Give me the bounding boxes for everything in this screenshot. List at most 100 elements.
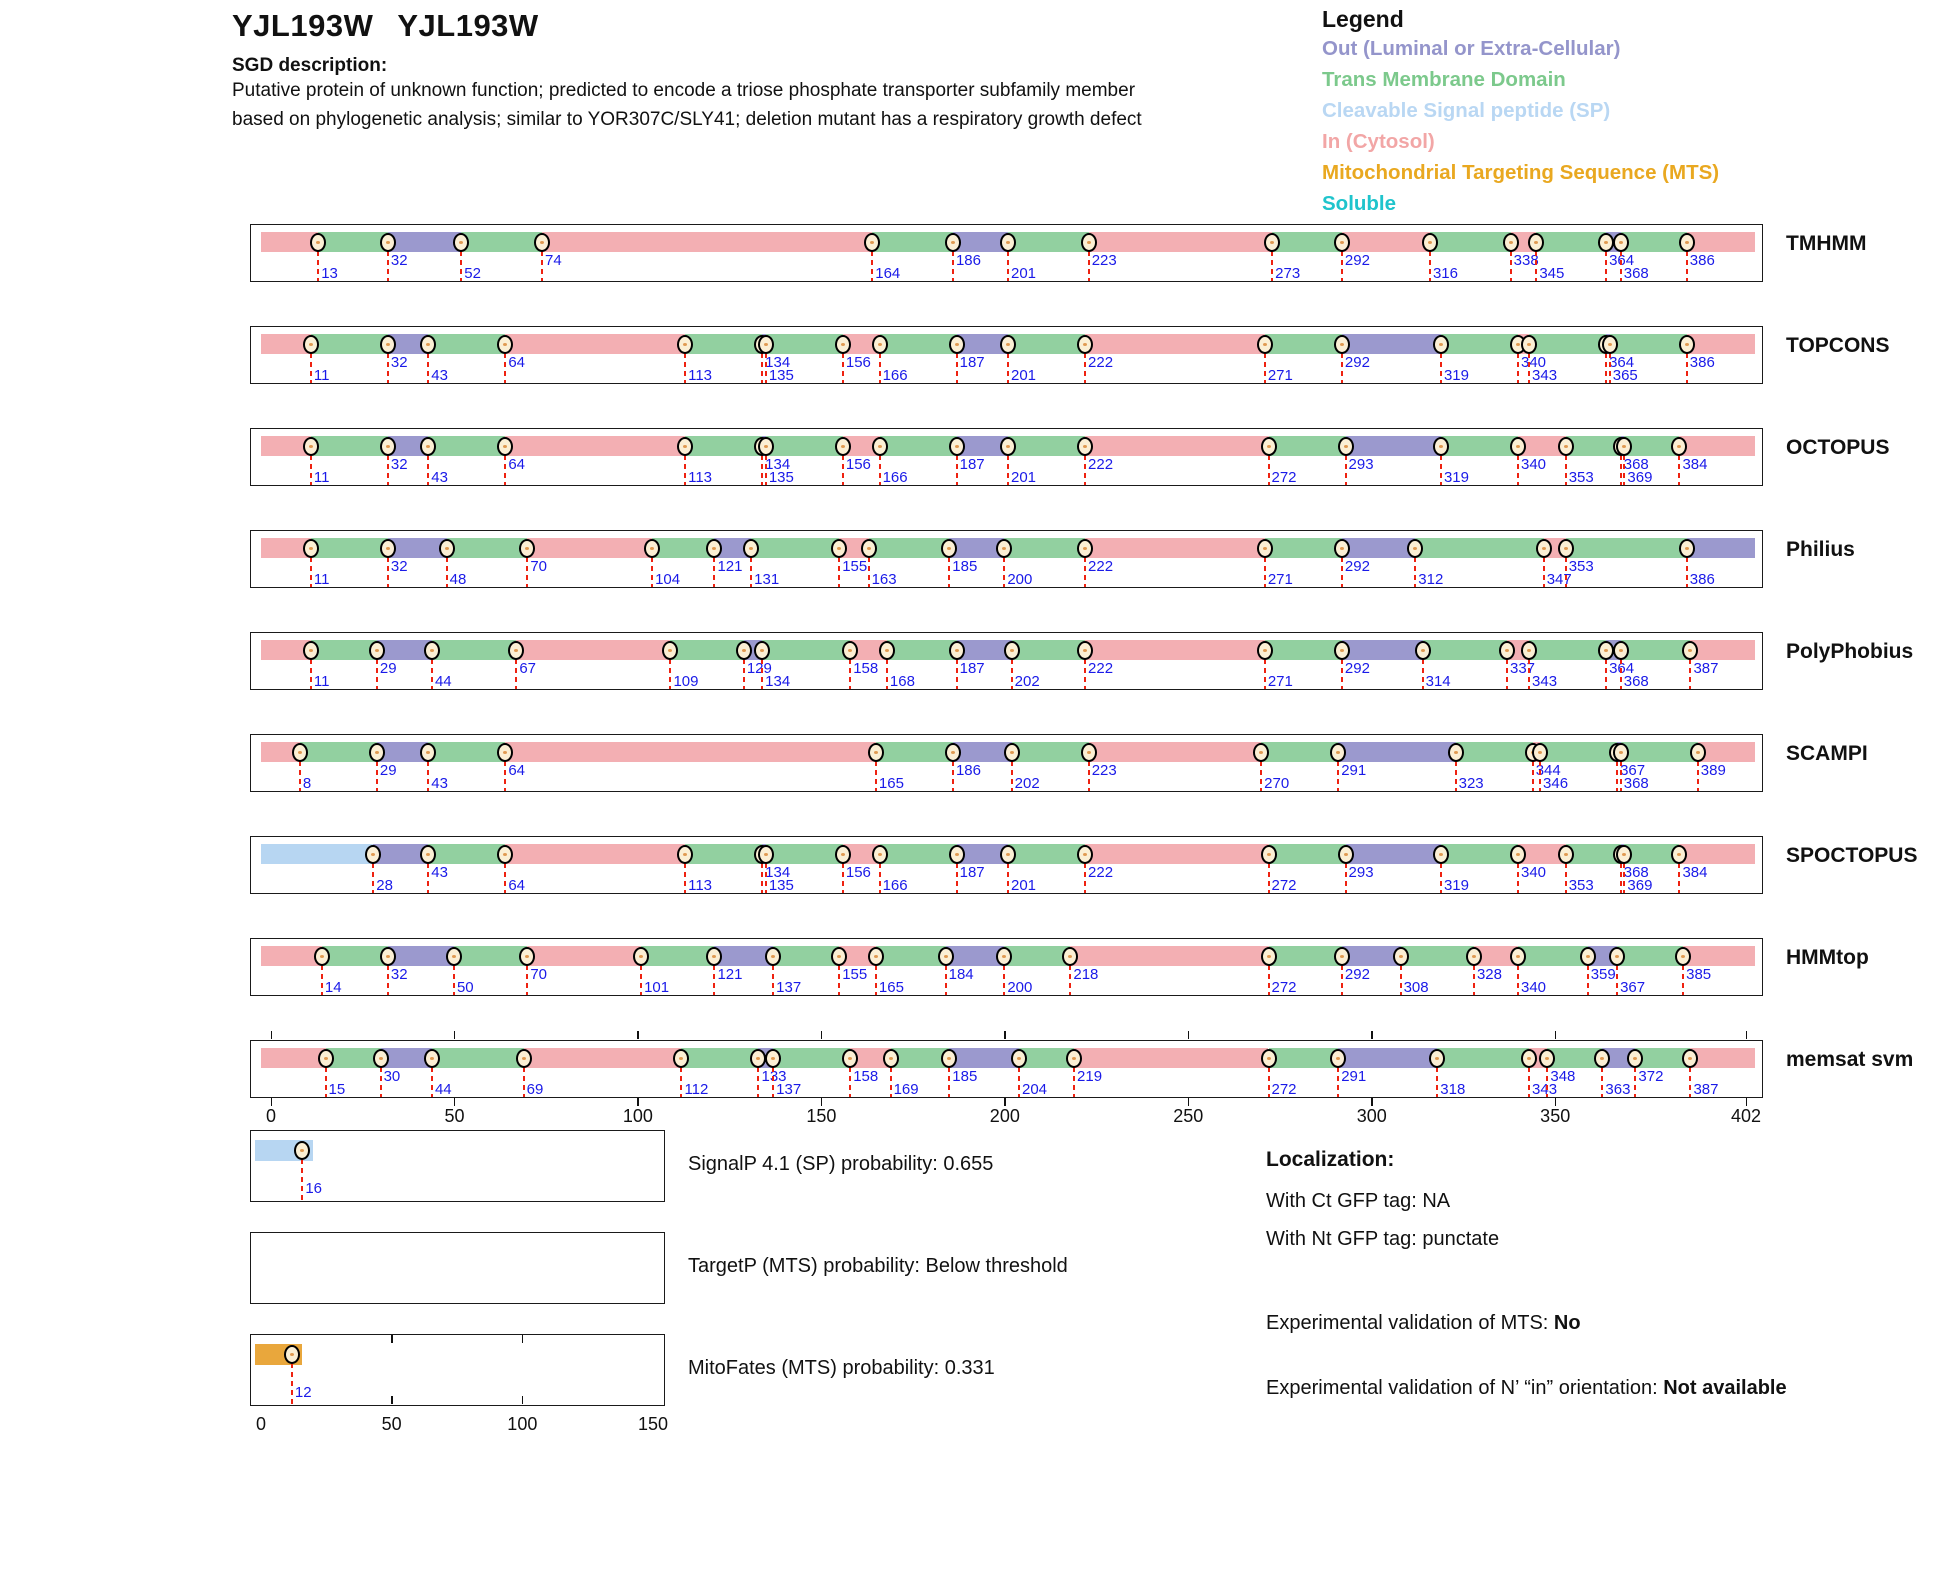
legend-heading: Legend (1322, 6, 1404, 32)
axis-tick (453, 1098, 456, 1106)
boundary-marker (878, 640, 895, 660)
boundary-dashed-line (290, 1363, 293, 1405)
axis-tick (391, 1396, 393, 1404)
boundary-dashed-line (684, 353, 687, 383)
track-label: SCAMPI (1786, 742, 1868, 765)
boundary-number: 222 (1088, 864, 1114, 881)
boundary-number: 338 (1513, 252, 1539, 269)
topology-segment-tm (1529, 640, 1607, 660)
boundary-dashed-line (1619, 863, 1622, 893)
boundary-marker (1253, 742, 1270, 762)
boundary-number: 64 (508, 354, 525, 371)
topology-segment-in (1518, 844, 1566, 864)
boundary-marker (996, 946, 1013, 966)
boundary-marker (1627, 1048, 1644, 1068)
topology-segment-tm (310, 640, 377, 660)
topology-segment-in (1679, 436, 1756, 456)
topology-segment-out (952, 742, 1012, 762)
boundary-dashed-line (1010, 761, 1013, 791)
boundary-dashed-line (1506, 659, 1508, 689)
subplot-axis-tick-label: 0 (255, 1414, 267, 1434)
topology-segment-tm (1008, 436, 1086, 456)
boundary-number: 29 (379, 660, 397, 677)
topology-segment-out (373, 844, 429, 864)
boundary-number: 43 (431, 864, 448, 881)
boundary-dashed-line (955, 353, 958, 383)
topology-segment-tm (1547, 1048, 1603, 1068)
boundary-marker (831, 538, 848, 558)
boundary-marker (497, 742, 514, 762)
boundary-number: 11 (313, 367, 330, 384)
boundary-marker (834, 334, 851, 354)
boundary-number: 292 (1344, 966, 1370, 983)
topology-segment-out (1338, 742, 1456, 762)
boundary-dashed-line (1344, 455, 1347, 485)
boundary-dashed-line (1531, 761, 1534, 791)
track-label: Philius (1786, 538, 1855, 561)
boundary-marker (1510, 436, 1526, 456)
boundary-dashed-line (1428, 251, 1431, 281)
gene-id: YJL193W (232, 8, 374, 43)
boundary-dashed-line (1509, 251, 1512, 281)
boundary-number: 200 (1007, 571, 1033, 588)
boundary-marker (1557, 538, 1574, 558)
boundary-marker (508, 640, 525, 660)
boundary-dashed-line (386, 251, 389, 281)
boundary-dashed-line (1271, 251, 1274, 281)
topology-segment-out (956, 436, 1008, 456)
boundary-number: 70 (530, 558, 548, 575)
boundary-marker (423, 1048, 440, 1068)
boundary-number: 319 (1443, 367, 1469, 384)
axis-tick (1745, 1098, 1747, 1106)
boundary-marker (633, 946, 650, 966)
boundary-dashed-line (386, 965, 389, 995)
boundary-number: 29 (379, 762, 397, 779)
boundary-number: 343 (1532, 673, 1558, 690)
subplot-label: MitoFates (MTS) probability: 0.331 (688, 1357, 995, 1379)
boundary-marker (420, 844, 437, 864)
topology-segment-tm (310, 436, 388, 456)
boundary-number: 43 (431, 775, 448, 792)
boundary-number: 135 (768, 367, 794, 384)
topology-segment-tm (765, 334, 843, 354)
boundary-marker (1678, 334, 1695, 354)
boundary-number: 158 (853, 1068, 879, 1085)
boundary-number: 137 (776, 1081, 802, 1098)
boundary-number: 316 (1432, 265, 1458, 282)
boundary-number: 43 (431, 367, 448, 384)
topology-segment-tm (1261, 742, 1339, 762)
boundary-number: 166 (882, 877, 908, 894)
boundary-dashed-line (764, 863, 767, 893)
boundary-number: 11 (313, 571, 330, 588)
topology-segment-tm (1540, 742, 1618, 762)
boundary-dashed-line (885, 659, 888, 689)
boundary-dashed-line (1619, 251, 1622, 281)
legend-item: Trans Membrane Domain (1322, 68, 1566, 91)
boundary-dashed-line (1340, 353, 1343, 383)
boundary-marker (1000, 844, 1016, 864)
track-label: OCTOPUS (1786, 436, 1890, 459)
boundary-dashed-line (878, 455, 881, 485)
topology-segment-tm (1008, 334, 1086, 354)
boundary-marker (1000, 436, 1016, 456)
boundary-number: 359 (1590, 966, 1616, 983)
boundary-marker (948, 436, 965, 456)
boundary-dashed-line (1546, 1067, 1549, 1097)
boundary-marker (1256, 334, 1273, 354)
topology-segment-tm (1565, 844, 1621, 864)
boundary-number: 344 (1535, 762, 1561, 779)
boundary-number: 13 (321, 265, 338, 282)
axis-tick (1371, 1031, 1373, 1039)
boundary-dashed-line (838, 965, 841, 995)
boundary-number: 32 (390, 252, 408, 269)
boundary-marker (871, 844, 888, 864)
boundary-marker (864, 232, 881, 252)
topology-segment-tm (299, 742, 377, 762)
boundary-number: 11 (313, 469, 330, 486)
boundary-dashed-line (1439, 863, 1442, 893)
boundary-number: 15 (328, 1081, 346, 1098)
topology-segment-out (1341, 946, 1401, 966)
topology-segment-out (1345, 436, 1441, 456)
boundary-number: 291 (1341, 1068, 1367, 1085)
boundary-dashed-line (1084, 557, 1087, 587)
